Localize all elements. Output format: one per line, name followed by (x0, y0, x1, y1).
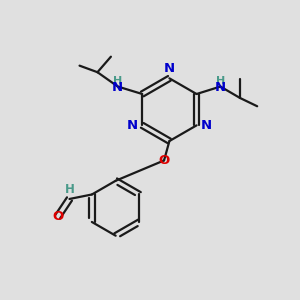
Text: H: H (64, 183, 74, 196)
Text: N: N (164, 62, 175, 75)
Text: O: O (158, 154, 170, 167)
Text: O: O (52, 210, 63, 224)
Text: N: N (112, 81, 123, 94)
Text: N: N (200, 119, 211, 132)
Text: N: N (127, 119, 138, 132)
Text: H: H (113, 76, 122, 86)
Text: H: H (216, 76, 225, 86)
Text: N: N (215, 81, 226, 94)
